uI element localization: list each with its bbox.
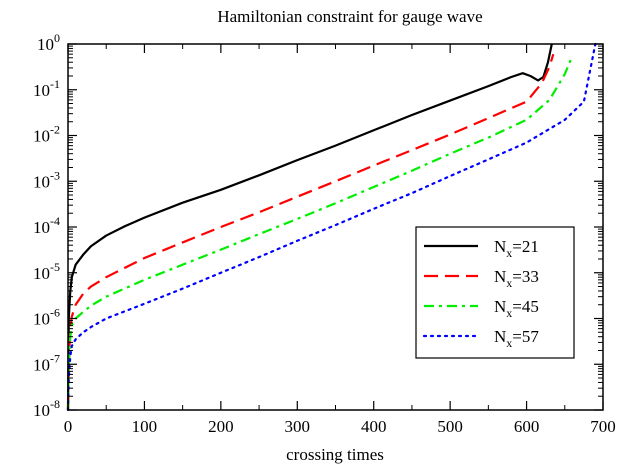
legend: Nx=21 Nx=33 Nx=45 Nx=57 (415, 226, 575, 359)
y-tick-label: 10-2 (33, 123, 60, 146)
legend-box (415, 226, 575, 359)
x-tick-label: 200 (208, 417, 234, 436)
series-layer (66, 42, 597, 412)
legend-label: Nx=21 (494, 237, 539, 260)
legend-label: Nx=33 (494, 267, 539, 290)
y-tick-label: 10-7 (33, 351, 60, 374)
x-tick-label: 600 (514, 417, 540, 436)
x-tick-label: 100 (132, 417, 158, 436)
y-tick-label: 10-5 (33, 260, 60, 283)
ticks-layer: 0 100 200 300 400 500 600 700 10-8 10-7 10-6 10-5 10… (33, 31, 616, 436)
x-tick-label: 400 (361, 417, 387, 436)
x-tick-label: 0 (64, 417, 73, 436)
legend-label: Nx=57 (494, 327, 539, 350)
plot-frame (67, 43, 604, 411)
y-tick-label: 10-6 (33, 306, 60, 329)
x-tick-label: 700 (590, 417, 616, 436)
y-tick-label: 100 (37, 31, 60, 54)
x-tick-label: 500 (437, 417, 463, 436)
series-line-57 (66, 42, 597, 412)
chart-title: Hamiltonian constraint for gauge wave (217, 7, 482, 26)
series-line-21 (66, 43, 553, 411)
y-tick-label: 10-3 (33, 168, 60, 191)
y-tick-label: 10-8 (33, 397, 60, 420)
legend-label: Nx=45 (494, 297, 539, 320)
x-tick-label: 300 (285, 417, 311, 436)
y-tick-label: 10-1 (33, 77, 60, 100)
x-axis-label: crossing times (286, 445, 384, 464)
y-tick-label: 10-4 (33, 214, 60, 237)
